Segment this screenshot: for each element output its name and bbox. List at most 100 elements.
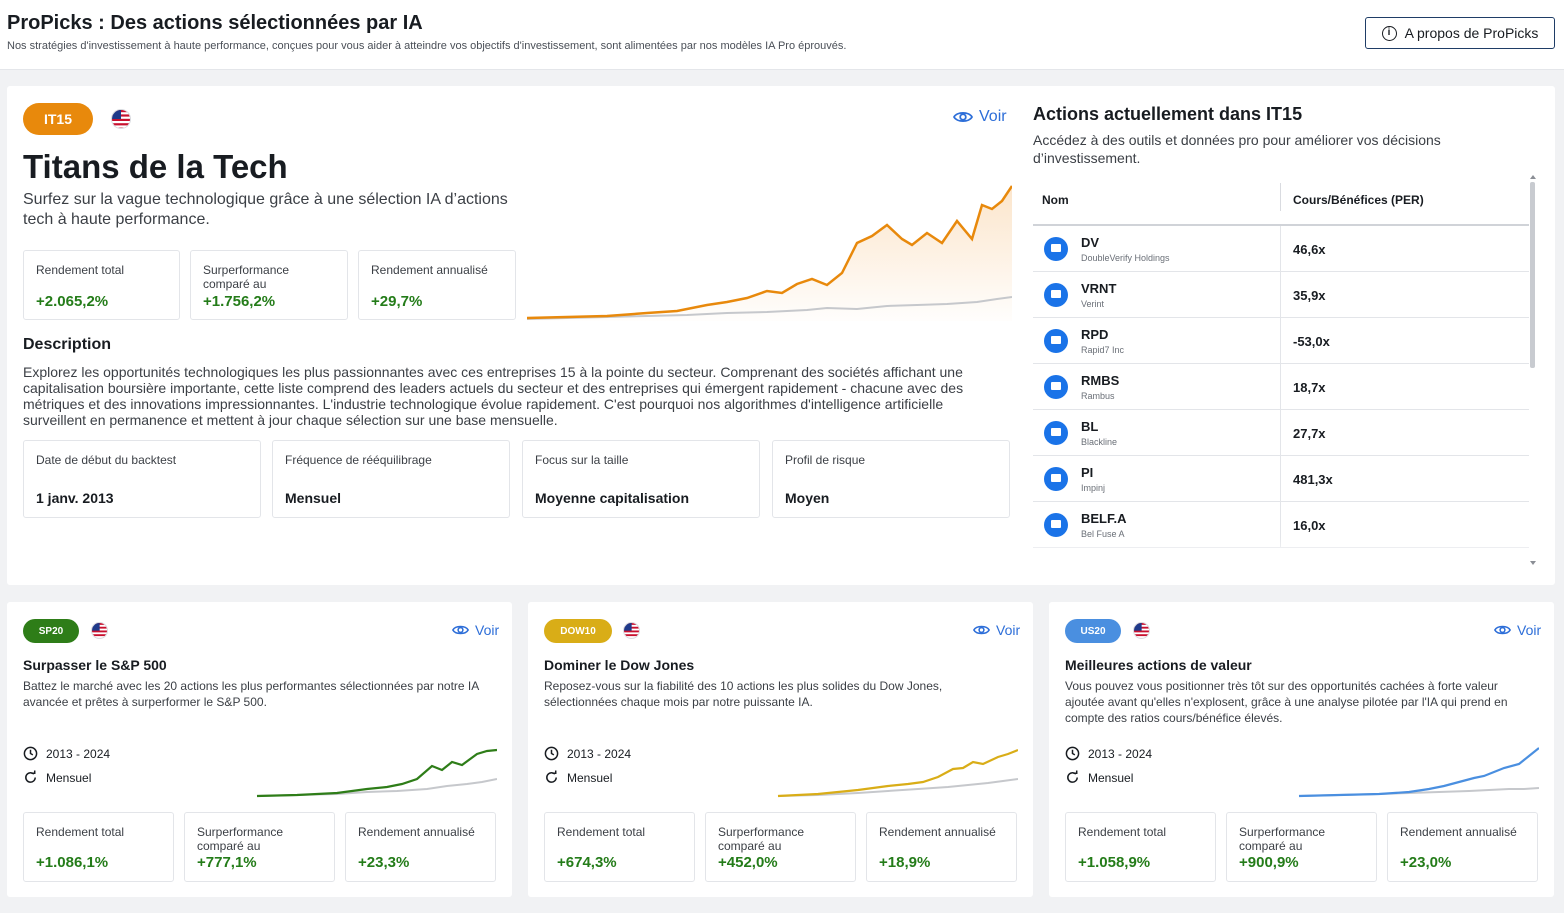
stat-annualized-return: Rendement annualisé +18,9% (866, 812, 1017, 882)
page-title: ProPicks : Des actions sélectionnées par… (7, 12, 423, 34)
voir-link[interactable]: Voir (1494, 622, 1541, 638)
pe-ratio: 16,0x (1293, 518, 1326, 533)
clock-icon (544, 746, 559, 761)
scroll-up-icon[interactable] (1529, 174, 1537, 180)
table-row[interactable]: RPD Rapid7 Inc -53,0x (1033, 318, 1529, 364)
strategy-card-us20: US20 Voir Meilleures actions de valeur V… (1049, 602, 1554, 897)
strategy-card-sp20: SP20 Voir Surpasser le S&P 500 Battez le… (7, 602, 512, 897)
info-value: 1 janv. 2013 (36, 490, 114, 506)
strategy-tag-label: IT15 (43, 111, 72, 127)
info-icon: i (1381, 25, 1397, 41)
period-info: 2013 - 2024 (1065, 746, 1152, 761)
about-propicks-label: A propos de ProPicks (1404, 25, 1539, 41)
stock-logo-icon (1044, 237, 1068, 261)
scroll-down-icon[interactable] (1529, 560, 1537, 566)
strategy-card-dow10: DOW10 Voir Dominer le Dow Jones Reposez-… (528, 602, 1033, 897)
stat-label: Rendement annualisé (1400, 825, 1517, 839)
ticker-symbol[interactable]: BELF.A (1081, 511, 1127, 526)
refresh-icon (25, 770, 36, 783)
stat-value: +1.058,9% (1078, 854, 1151, 871)
table-row[interactable]: DV DoubleVerify Holdings 46,6x (1033, 226, 1529, 272)
eye-icon (452, 625, 469, 635)
frequency-label: Mensuel (46, 770, 92, 785)
info-label: Fréquence de rééquilibrage (285, 453, 432, 467)
stock-logo-icon (1044, 329, 1068, 353)
us-flag-icon (91, 622, 108, 639)
eye-icon (953, 111, 973, 123)
stat-value: +674,3% (557, 854, 617, 871)
stat-label: Rendement total (1078, 825, 1167, 839)
stat-value: +900,9% (1239, 854, 1299, 871)
ticker-symbol[interactable]: PI (1081, 465, 1094, 480)
strategy-description: Vous pouvez vous positionner très tôt su… (1065, 679, 1508, 725)
company-name: Rapid7 Inc (1081, 345, 1125, 355)
stat-label: Surperformance comparé au (1239, 825, 1326, 853)
stat-label: Surperformance comparé au (197, 825, 284, 853)
stat-label: Surperformance comparé au (203, 263, 290, 291)
eye-icon (1494, 625, 1511, 635)
frequency-info: Mensuel (1065, 770, 1133, 785)
voir-link[interactable]: Voir (973, 622, 1020, 638)
strategy-description: Reposez-vous sur la fiabilité des 10 act… (544, 679, 943, 709)
featured-strategy-card: IT15 Voir Titans de la Tech Surfez sur l… (7, 86, 1555, 585)
stock-logo-icon (1044, 283, 1068, 307)
strategy-tag[interactable]: DOW10 (544, 619, 612, 643)
column-divider (1280, 183, 1281, 211)
stat-value: +2.065,2% (36, 293, 109, 310)
table-row[interactable]: PI Impinj 481,3x (1033, 456, 1529, 502)
table-row[interactable]: VRNT Verint 35,9x (1033, 272, 1529, 318)
strategy-tag[interactable]: IT15 (23, 103, 93, 135)
performance-chart (527, 185, 1012, 321)
info-label: Profil de risque (785, 453, 866, 467)
benchmark-line (527, 296, 1012, 320)
pe-ratio: 18,7x (1293, 380, 1326, 395)
strategy-tag-label: DOW10 (560, 625, 596, 637)
strategy-area (527, 186, 1012, 321)
info-label: Focus sur la taille (535, 453, 629, 467)
us-flag-icon (111, 109, 131, 129)
ticker-symbol[interactable]: VRNT (1081, 281, 1117, 296)
benchmark-line (777, 778, 1018, 797)
us-flag-icon (1133, 622, 1150, 639)
table-row[interactable]: BL Blackline 27,7x (1033, 410, 1529, 456)
stat-total-return: Rendement total +674,3% (544, 812, 695, 882)
about-propicks-button[interactable]: i A propos de ProPicks (1365, 17, 1555, 49)
ticker-symbol[interactable]: DV (1081, 235, 1100, 250)
voir-label: Voir (979, 108, 1007, 125)
ticker-symbol[interactable]: RMBS (1081, 373, 1120, 388)
stock-logo-icon (1044, 375, 1068, 399)
table-row[interactable]: RMBS Rambus 18,7x (1033, 364, 1529, 410)
ticker-symbol[interactable]: RPD (1081, 327, 1109, 342)
info-risk-profile: Profil de risque Moyen (772, 440, 1010, 518)
period-label: 2013 - 2024 (1088, 746, 1153, 761)
stat-label: Surperformance comparé au (718, 825, 805, 853)
strategy-tag[interactable]: SP20 (23, 619, 79, 643)
cell-divider (1280, 456, 1281, 502)
strategy-description: Battez le marché avec les 20 actions les… (23, 679, 479, 709)
company-name: Bel Fuse A (1081, 529, 1125, 539)
cell-divider (1280, 502, 1281, 548)
column-header-name[interactable]: Nom (1042, 193, 1069, 207)
table-scrollbar[interactable] (1530, 182, 1535, 368)
column-header-per[interactable]: Cours/Bénéfices (PER) (1293, 193, 1424, 207)
company-name: Blackline (1081, 437, 1118, 447)
info-label: Date de début du backtest (36, 453, 177, 467)
header-divider (1033, 224, 1529, 226)
strategy-tag-label: US20 (1080, 625, 1106, 637)
table-fade (1033, 538, 1529, 564)
long-description: Explorez les opportunités technologiques… (23, 364, 964, 428)
strategy-tag-label: SP20 (38, 625, 64, 637)
stat-annualized-return: Rendement annualisé +23,3% (345, 812, 496, 882)
stat-outperformance: Surperformance comparé au +900,9% (1226, 812, 1377, 882)
holdings-table: Nom Cours/Bénéfices (PER) DV DoubleVerif… (1033, 178, 1529, 564)
stat-label: Rendement annualisé (358, 825, 475, 839)
stock-logo-icon (1044, 513, 1068, 537)
stat-value: +1.756,2% (203, 293, 276, 310)
strategy-tag[interactable]: US20 (1065, 619, 1121, 643)
voir-link[interactable]: Voir (953, 108, 1007, 126)
voir-link[interactable]: Voir (452, 622, 499, 638)
stat-outperformance: Surperformance comparé au +777,1% (184, 812, 335, 882)
ticker-symbol[interactable]: BL (1081, 419, 1099, 434)
us-flag-icon (623, 622, 640, 639)
period-label: 2013 - 2024 (567, 746, 632, 761)
